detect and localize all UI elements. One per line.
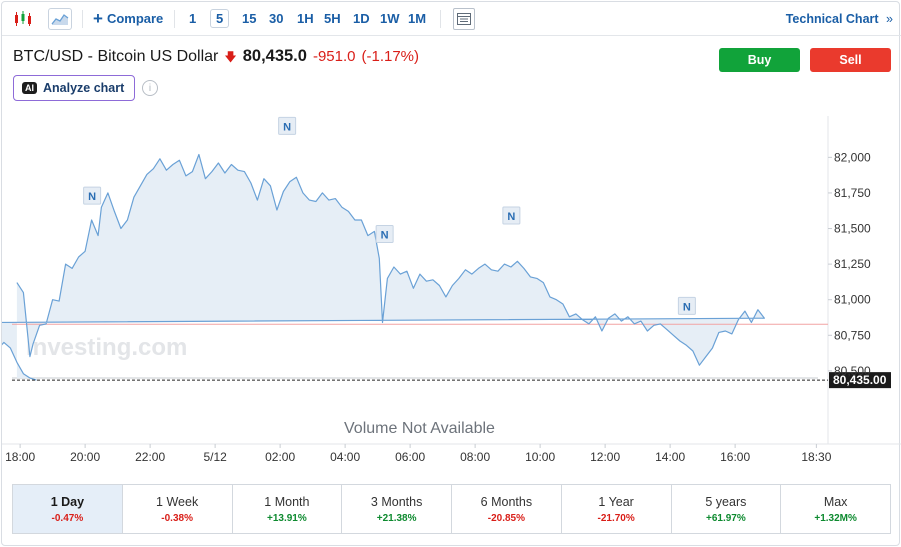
compare-button[interactable]: + Compare <box>93 9 164 28</box>
interval-1w[interactable]: 1W <box>380 11 400 26</box>
technical-chart-link[interactable]: Technical Chart » <box>786 12 893 26</box>
news-marker <box>278 116 297 135</box>
sell-button[interactable]: Sell <box>810 48 891 72</box>
instrument-name: BTC/USD - Bitcoin US Dollar <box>13 48 219 65</box>
period-change: +13.91% <box>266 512 307 524</box>
plus-icon: + <box>93 9 103 28</box>
interval-1d[interactable]: 1D <box>353 11 370 26</box>
info-icon[interactable]: i <box>142 80 158 96</box>
x-tick-label: 10:00 <box>525 450 555 464</box>
period-tab-5-years[interactable]: 5 years +61.97% <box>672 485 782 533</box>
price-area <box>2 154 765 381</box>
y-tick-label: 81,750 <box>834 186 871 200</box>
interval-15[interactable]: 15 <box>242 11 257 26</box>
price-chart[interactable]: Investing.com 80,435.00 82,000 81,750 81,500… <box>2 106 901 476</box>
candlestick-type-icon[interactable] <box>10 8 36 30</box>
news-marker-label: N <box>683 301 691 313</box>
period-change: -0.38% <box>161 512 193 524</box>
period-label: 1 Year <box>598 494 634 509</box>
y-tick-label: 81,250 <box>834 257 871 271</box>
technical-chart-label: Technical Chart <box>785 12 879 26</box>
x-tick-label: 18:00 <box>5 450 35 464</box>
period-change: +61.97% <box>705 512 746 524</box>
period-label: 6 Months <box>480 494 533 509</box>
x-tick-label: 06:00 <box>395 450 425 464</box>
interval-1m[interactable]: 1M <box>408 11 427 26</box>
period-label: 1 Month <box>264 494 310 509</box>
buy-button[interactable]: Buy <box>719 48 800 72</box>
period-tab-1-year[interactable]: 1 Year -21.70% <box>562 485 672 533</box>
period-change: +1.32M% <box>814 512 857 524</box>
x-tick-label: 04:00 <box>330 450 360 464</box>
price-change: -951.0 <box>312 48 356 65</box>
interval-30[interactable]: 30 <box>269 11 284 26</box>
period-change: -21.70% <box>597 512 635 524</box>
period-tab-max[interactable]: Max +1.32M% <box>781 485 890 533</box>
x-tick-label: 5/12 <box>203 450 227 464</box>
watermark: Investing.com <box>26 334 187 361</box>
y-tick-label: 81,500 <box>834 222 871 236</box>
chart-toolbar: + Compare 1 5 15 30 1H 5H 1D 1W 1M Techn… <box>2 2 901 36</box>
news-marker-label: N <box>283 121 291 133</box>
x-tick-label: 12:00 <box>590 450 620 464</box>
period-change: -20.85% <box>487 512 525 524</box>
analyze-chart-label: Analyze chart <box>43 81 125 95</box>
y-tick-label: 80,750 <box>834 328 871 342</box>
ai-badge: AI <box>22 82 37 94</box>
area-type-icon[interactable] <box>48 8 72 30</box>
news-marker <box>83 186 102 205</box>
price-change-percent: (-1.17%) <box>361 48 420 65</box>
interval-5[interactable]: 5 <box>210 9 230 28</box>
toolbar-divider <box>174 10 175 28</box>
last-price: 80,435.0 <box>242 47 307 65</box>
x-tick-label: 16:00 <box>720 450 750 464</box>
news-marker <box>502 206 521 225</box>
indicators-icon[interactable] <box>453 8 475 30</box>
last-price-tag <box>829 372 891 389</box>
period-change: -0.47% <box>51 512 84 524</box>
price-line <box>2 153 765 381</box>
period-label: 1 Day <box>50 494 85 509</box>
news-marker-label: N <box>381 230 389 242</box>
analyze-chart-button[interactable]: AI Analyze chart <box>13 75 135 101</box>
news-marker-label: N <box>88 191 96 203</box>
period-tab-3-months[interactable]: 3 Months +21.38% <box>342 485 452 533</box>
period-tab-1-week[interactable]: 1 Week -0.38% <box>123 485 233 533</box>
y-tick-label: 81,000 <box>834 293 871 307</box>
x-tick-label: 02:00 <box>265 450 295 464</box>
interval-1[interactable]: 1 <box>189 11 197 26</box>
news-marker <box>375 225 394 244</box>
period-label: 3 Months <box>370 494 423 509</box>
interval-5h[interactable]: 5H <box>324 11 341 26</box>
x-tick-label: 08:00 <box>460 450 490 464</box>
last-price-label: 80,435.00 <box>833 373 887 387</box>
toolbar-divider <box>82 10 83 28</box>
news-marker-label: N <box>507 211 515 223</box>
period-change: +21.38% <box>376 512 417 524</box>
x-tick-label: 22:00 <box>135 450 165 464</box>
period-tab-6-months[interactable]: 6 Months -20.85% <box>452 485 562 533</box>
y-tick-label: 82,000 <box>834 150 871 164</box>
interval-1h[interactable]: 1H <box>297 11 314 26</box>
news-marker <box>677 296 696 315</box>
double-chevron-right-icon: » <box>886 12 893 26</box>
instrument-header: BTC/USD - Bitcoin US Dollar 🡇 80,435.0 -… <box>13 47 419 69</box>
toolbar-divider <box>440 10 441 28</box>
volume-not-available-label: Volume Not Available <box>344 420 495 437</box>
x-tick-label: 14:00 <box>655 450 685 464</box>
compare-label: Compare <box>106 11 164 26</box>
period-label: Max <box>823 494 848 509</box>
x-tick-label: 18:30 <box>801 450 831 464</box>
x-tick-label: 20:00 <box>70 450 100 464</box>
period-label: 1 Week <box>156 494 199 509</box>
period-tab-1-month[interactable]: 1 Month +13.91% <box>233 485 343 533</box>
period-label: 5 years <box>705 494 747 509</box>
down-arrow-icon: 🡇 <box>224 50 237 64</box>
y-tick-label: 80,500 <box>834 364 871 378</box>
period-selector: 1 Day -0.47% 1 Week -0.38% 1 Month +13.91% 3 M… <box>12 484 891 534</box>
period-tab-1-day[interactable]: 1 Day -0.47% <box>13 485 123 533</box>
